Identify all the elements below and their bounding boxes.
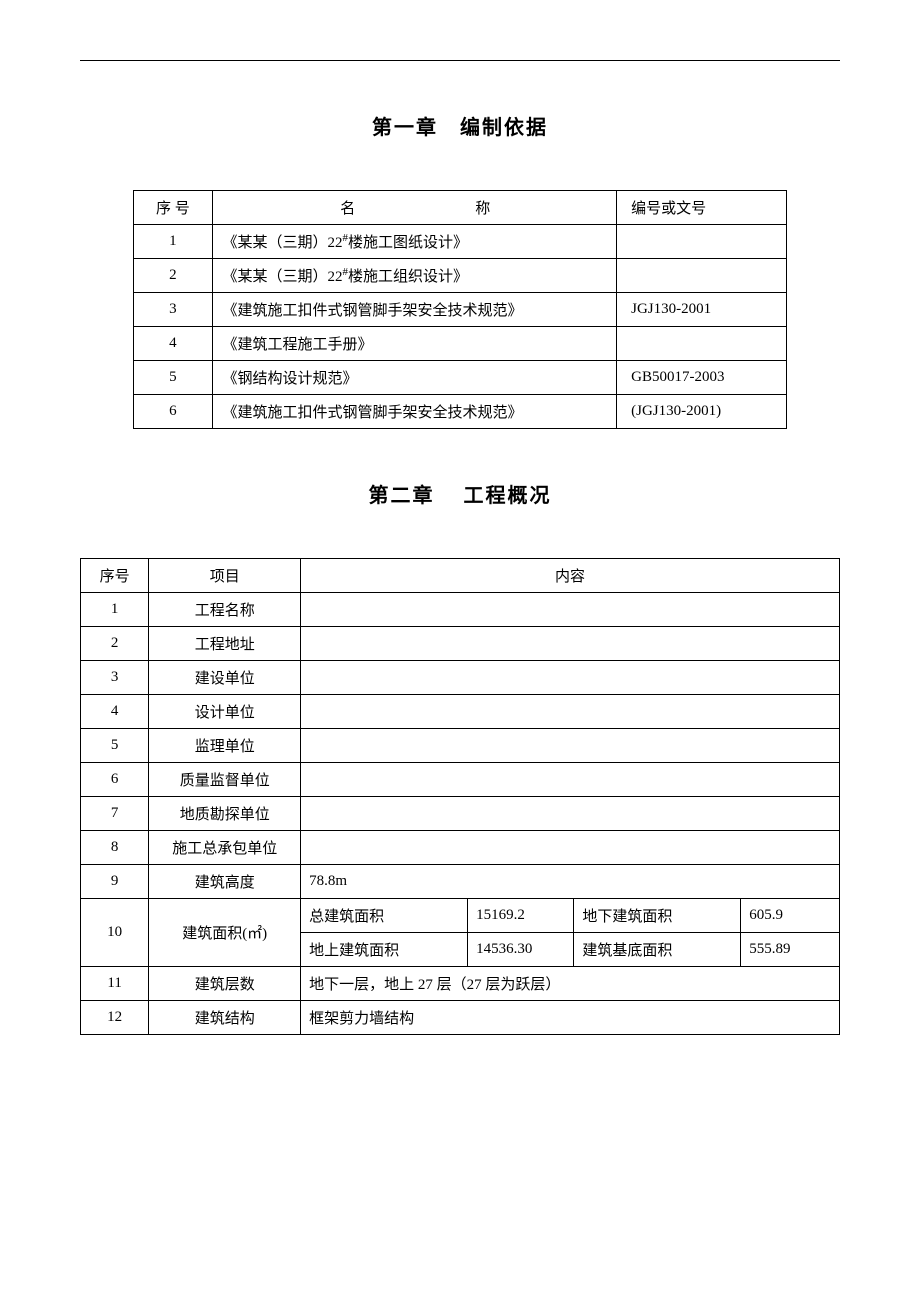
cell-seq: 7	[81, 797, 149, 831]
cell-code: JGJ130-2001	[617, 293, 787, 327]
cell-item: 建筑高度	[149, 865, 301, 899]
cell-seq: 1	[81, 593, 149, 627]
table-row: 3《建筑施工扣件式钢管脚手架安全技术规范》JGJ130-2001	[134, 293, 787, 327]
cell-seq: 5	[81, 729, 149, 763]
cell-item: 工程地址	[149, 627, 301, 661]
cell-item: 建筑层数	[149, 967, 301, 1001]
cell-item: 监理单位	[149, 729, 301, 763]
cell-item: 地质勘探单位	[149, 797, 301, 831]
table-row: 2工程地址	[81, 627, 840, 661]
table-row: 10建筑面积(㎡)总建筑面积15169.2地下建筑面积605.9	[81, 899, 840, 933]
cell-code	[617, 327, 787, 361]
cell-content: 框架剪力墙结构	[301, 1001, 840, 1035]
cell-seq: 10	[81, 899, 149, 967]
cell-seq: 3	[81, 661, 149, 695]
cell-sub-value: 605.9	[741, 899, 840, 933]
cell-content	[301, 831, 840, 865]
table-row: 6质量监督单位	[81, 763, 840, 797]
cell-sub-label: 地下建筑面积	[574, 899, 741, 933]
cell-sub-value: 15169.2	[468, 899, 574, 933]
cell-content	[301, 763, 840, 797]
table-row: 3建设单位	[81, 661, 840, 695]
chapter2-title: 第二章 工程概况	[80, 479, 840, 508]
cell-seq: 6	[81, 763, 149, 797]
table-row: 7地质勘探单位	[81, 797, 840, 831]
header-content: 内容	[301, 559, 840, 593]
table-basis: 序 号 名 称 编号或文号 1《某某（三期）22#楼施工图纸设计》2《某某（三期…	[133, 190, 787, 429]
cell-content	[301, 661, 840, 695]
table-row: 5《钢结构设计规范》GB50017-2003	[134, 361, 787, 395]
table-row: 9建筑高度78.8m	[81, 865, 840, 899]
cell-sub-label: 地上建筑面积	[301, 933, 468, 967]
table-row: 5监理单位	[81, 729, 840, 763]
cell-seq: 9	[81, 865, 149, 899]
cell-content	[301, 695, 840, 729]
cell-sub-label: 总建筑面积	[301, 899, 468, 933]
cell-seq: 4	[134, 327, 212, 361]
cell-sub-value: 14536.30	[468, 933, 574, 967]
header-seq: 序 号	[134, 191, 212, 225]
table-row: 4设计单位	[81, 695, 840, 729]
header-name: 名 称	[212, 191, 617, 225]
cell-seq: 5	[134, 361, 212, 395]
cell-code: (JGJ130-2001)	[617, 395, 787, 429]
cell-name: 《建筑施工扣件式钢管脚手架安全技术规范》	[212, 395, 617, 429]
cell-item: 建筑面积(㎡)	[149, 899, 301, 967]
cell-item: 建筑结构	[149, 1001, 301, 1035]
cell-code	[617, 225, 787, 259]
page-top-rule	[80, 60, 840, 61]
cell-content: 地下一层，地上 27 层（27 层为跃层）	[301, 967, 840, 1001]
cell-sub-label: 建筑基底面积	[574, 933, 741, 967]
cell-content	[301, 593, 840, 627]
cell-seq: 2	[81, 627, 149, 661]
header-item: 项目	[149, 559, 301, 593]
table-row: 序号 项目 内容	[81, 559, 840, 593]
cell-seq: 6	[134, 395, 212, 429]
cell-seq: 12	[81, 1001, 149, 1035]
cell-item: 建设单位	[149, 661, 301, 695]
cell-seq: 3	[134, 293, 212, 327]
cell-item: 施工总承包单位	[149, 831, 301, 865]
header-code: 编号或文号	[617, 191, 787, 225]
cell-name: 《建筑工程施工手册》	[212, 327, 617, 361]
cell-item: 质量监督单位	[149, 763, 301, 797]
cell-content: 78.8m	[301, 865, 840, 899]
cell-name: 《某某（三期）22#楼施工图纸设计》	[212, 225, 617, 259]
table-row: 4《建筑工程施工手册》	[134, 327, 787, 361]
table-row: 8施工总承包单位	[81, 831, 840, 865]
cell-name: 《建筑施工扣件式钢管脚手架安全技术规范》	[212, 293, 617, 327]
table-row: 2《某某（三期）22#楼施工组织设计》	[134, 259, 787, 293]
table-row: 6《建筑施工扣件式钢管脚手架安全技术规范》(JGJ130-2001)	[134, 395, 787, 429]
cell-seq: 11	[81, 967, 149, 1001]
table-row: 序 号 名 称 编号或文号	[134, 191, 787, 225]
cell-item: 设计单位	[149, 695, 301, 729]
cell-sub-value: 555.89	[741, 933, 840, 967]
cell-name: 《某某（三期）22#楼施工组织设计》	[212, 259, 617, 293]
chapter1-title: 第一章 编制依据	[80, 111, 840, 140]
cell-content	[301, 627, 840, 661]
header-seq: 序号	[81, 559, 149, 593]
table-overview: 序号 项目 内容 1工程名称2工程地址3建设单位4设计单位5监理单位6质量监督单…	[80, 558, 840, 1035]
cell-seq: 4	[81, 695, 149, 729]
table-row: 1工程名称	[81, 593, 840, 627]
cell-item: 工程名称	[149, 593, 301, 627]
cell-seq: 8	[81, 831, 149, 865]
table-row: 12建筑结构框架剪力墙结构	[81, 1001, 840, 1035]
cell-name: 《钢结构设计规范》	[212, 361, 617, 395]
cell-code	[617, 259, 787, 293]
table-row: 1《某某（三期）22#楼施工图纸设计》	[134, 225, 787, 259]
cell-seq: 2	[134, 259, 212, 293]
cell-content	[301, 797, 840, 831]
cell-content	[301, 729, 840, 763]
cell-code: GB50017-2003	[617, 361, 787, 395]
table-row: 11建筑层数地下一层，地上 27 层（27 层为跃层）	[81, 967, 840, 1001]
cell-seq: 1	[134, 225, 212, 259]
